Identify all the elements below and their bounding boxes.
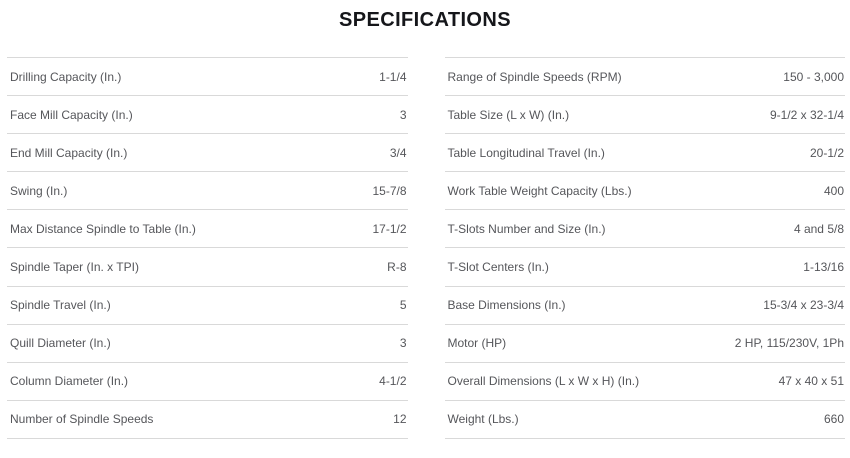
spec-label: Motor (HP) (447, 336, 507, 351)
spec-value: 15-3/4 x 23-3/4 (763, 298, 844, 313)
spec-value: 20-1/2 (809, 145, 844, 160)
spec-row: Swing (In.) 15-7/8 (7, 172, 408, 211)
spec-row: Drilling Capacity (In.) 1-1/4 (7, 58, 408, 97)
spec-label: Max Distance Spindle to Table (In.) (10, 221, 196, 236)
spec-row: Max Distance Spindle to Table (In.) 17-1… (7, 210, 408, 249)
spec-row: Table Longitudinal Travel (In.) 20-1/2 (444, 134, 845, 173)
spec-value: 1-1/4 (379, 69, 407, 84)
spec-row: Spindle Travel (In.) 5 (7, 287, 408, 325)
spec-label: T-Slots Number and Size (In.) (447, 221, 606, 236)
spec-row: End Mill Capacity (In.) 3/4 (7, 134, 408, 173)
spec-row: Spindle Taper (In. x TPI) R-8 (7, 248, 408, 287)
spec-label: Face Mill Capacity (In.) (10, 107, 133, 122)
spec-value: 17-1/2 (372, 221, 407, 236)
spec-row: Face Mill Capacity (In.) 3 (7, 96, 408, 135)
spec-label: End Mill Capacity (In.) (10, 145, 128, 160)
spec-row: Base Dimensions (In.) 15-3/4 x 23-3/4 (444, 287, 845, 325)
spec-value: 2 HP, 115/230V, 1Ph (734, 336, 844, 351)
spec-row: T-Slots Number and Size (In.) 4 and 5/8 (444, 210, 845, 249)
spec-value: 660 (823, 412, 844, 427)
spec-row: Table Size (L x W) (In.) 9-1/2 x 32-1/4 (444, 96, 845, 135)
spec-label: Column Diameter (In.) (10, 374, 129, 389)
spec-label: Quill Diameter (In.) (10, 336, 111, 351)
spec-label: Swing (In.) (10, 183, 68, 198)
spec-label: Number of Spindle Speeds (10, 412, 154, 427)
spec-column-left: Drilling Capacity (In.) 1-1/4 Face Mill … (7, 57, 408, 439)
spec-value: R-8 (387, 260, 407, 275)
spec-value: 4 and 5/8 (793, 221, 844, 236)
spec-label: Weight (Lbs.) (447, 412, 519, 427)
spec-row: T-Slot Centers (In.) 1-13/16 (444, 248, 845, 287)
specifications-section: SPECIFICATIONS Drilling Capacity (In.) 1… (0, 8, 850, 458)
spec-value: 5 (399, 298, 407, 313)
spec-value: 9-1/2 x 32-1/4 (769, 107, 844, 122)
spec-value: 12 (393, 412, 407, 427)
page-title: SPECIFICATIONS (339, 9, 511, 31)
spec-value: 150 - 3,000 (783, 69, 844, 84)
spec-value: 3 (399, 107, 407, 122)
spec-label: Range of Spindle Speeds (RPM) (447, 69, 622, 84)
spec-value: 15-7/8 (372, 183, 407, 198)
spec-row: Column Diameter (In.) 4-1/2 (7, 363, 408, 401)
spec-label: Overall Dimensions (L x W x H) (In.) (447, 374, 640, 389)
spec-value: 3/4 (389, 145, 407, 160)
spec-value: 4-1/2 (379, 374, 407, 389)
spec-label: Spindle Travel (In.) (10, 298, 111, 313)
spec-label: Drilling Capacity (In.) (10, 69, 122, 84)
spec-row: Overall Dimensions (L x W x H) (In.) 47 … (444, 363, 845, 401)
spec-value: 1-13/16 (803, 260, 844, 275)
spec-label: T-Slot Centers (In.) (447, 260, 549, 275)
spec-label: Table Size (L x W) (In.) (447, 107, 570, 122)
spec-value: 3 (399, 336, 407, 351)
spec-label: Base Dimensions (In.) (447, 298, 566, 313)
spec-value: 400 (823, 183, 844, 198)
spec-row: Work Table Weight Capacity (Lbs.) 400 (444, 172, 845, 211)
spec-row: Range of Spindle Speeds (RPM) 150 - 3,00… (444, 58, 845, 97)
spec-column-right: Range of Spindle Speeds (RPM) 150 - 3,00… (444, 57, 845, 439)
spec-row: Motor (HP) 2 HP, 115/230V, 1Ph (444, 325, 845, 363)
spec-value: 47 x 40 x 51 (778, 374, 844, 389)
spec-table: Drilling Capacity (In.) 1-1/4 Face Mill … (7, 57, 845, 439)
spec-label: Work Table Weight Capacity (Lbs.) (447, 183, 632, 198)
spec-label: Spindle Taper (In. x TPI) (10, 260, 139, 275)
spec-label: Table Longitudinal Travel (In.) (447, 145, 605, 160)
spec-row: Quill Diameter (In.) 3 (7, 325, 408, 363)
spec-row: Weight (Lbs.) 660 (444, 401, 845, 439)
spec-row: Number of Spindle Speeds 12 (7, 401, 408, 439)
